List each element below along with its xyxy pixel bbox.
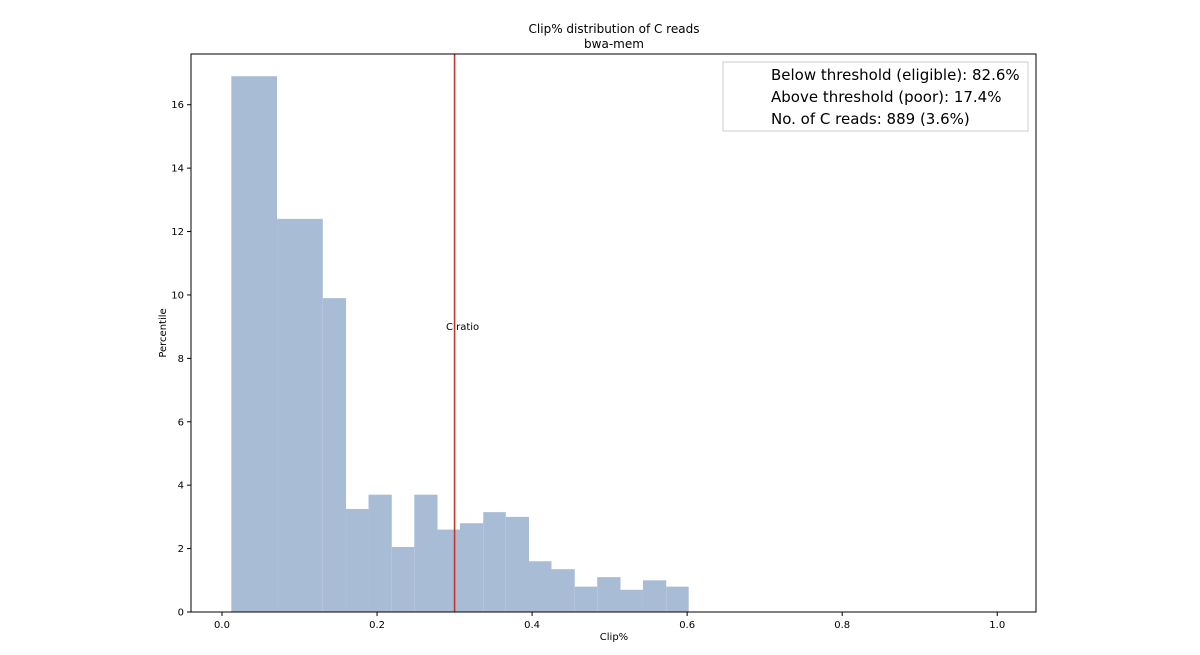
y-axis-label: Percentile [158, 308, 169, 357]
legend-entry-above-threshold: Above threshold (poor): 17.4% [771, 88, 1001, 106]
legend-box [722, 61, 1029, 132]
histogram-bar [483, 512, 506, 612]
histogram-bar [574, 586, 598, 612]
x-tick-label: 0.4 [524, 620, 540, 631]
histogram-bar [322, 298, 347, 612]
histogram-bar [346, 508, 369, 612]
legend: Below threshold (eligible): 82.6% Above … [722, 61, 1029, 132]
histogram-bar [666, 586, 689, 612]
legend-entry-read-count: No. of C reads: 889 (3.6%) [771, 110, 970, 128]
y-tick-label: 2 [178, 544, 184, 555]
legend-entry-below-threshold: Below threshold (eligible): 82.6% [771, 66, 1020, 84]
histogram-bar [277, 218, 323, 612]
plot-area: C ratio 0.0 0.2 0.4 0.6 0.8 1.0 0 2 4 6 8 10 12 14 16 [171, 53, 1037, 631]
chart-title: Clip% distribution of C reads [529, 22, 700, 36]
y-tick-label: 16 [171, 100, 184, 111]
x-tick-label: 0.6 [679, 620, 695, 631]
histogram-bar [529, 561, 552, 612]
histogram-bar [551, 569, 575, 612]
x-tick-label: 0.8 [834, 620, 850, 631]
x-tick-label: 0.2 [369, 620, 385, 631]
histogram-bar [368, 494, 392, 612]
histogram-bar [460, 523, 484, 612]
y-tick-label: 4 [178, 481, 184, 492]
x-tick-label: 0.0 [214, 620, 230, 631]
histogram-bar [620, 589, 643, 612]
histogram-bar [437, 529, 461, 612]
histogram-bar [642, 580, 667, 612]
y-tick-label: 8 [178, 354, 184, 365]
histogram-bar [414, 494, 438, 612]
x-tick-label: 1.0 [989, 620, 1005, 631]
axes-frame [190, 53, 1037, 613]
y-tick-label: 10 [171, 290, 184, 301]
chart-subtitle: bwa-mem [584, 37, 644, 51]
y-tick-label: 0 [178, 608, 184, 619]
histogram-bar [505, 516, 529, 612]
histogram-bar [231, 76, 278, 613]
histogram-bar [391, 547, 415, 612]
y-tick-label: 6 [178, 417, 184, 428]
x-axis-label: Clip% [600, 632, 628, 643]
threshold-annotation: C ratio [446, 322, 479, 333]
y-tick-label: 12 [171, 227, 184, 238]
histogram-bar [597, 577, 621, 612]
y-tick-label: 14 [171, 164, 184, 175]
